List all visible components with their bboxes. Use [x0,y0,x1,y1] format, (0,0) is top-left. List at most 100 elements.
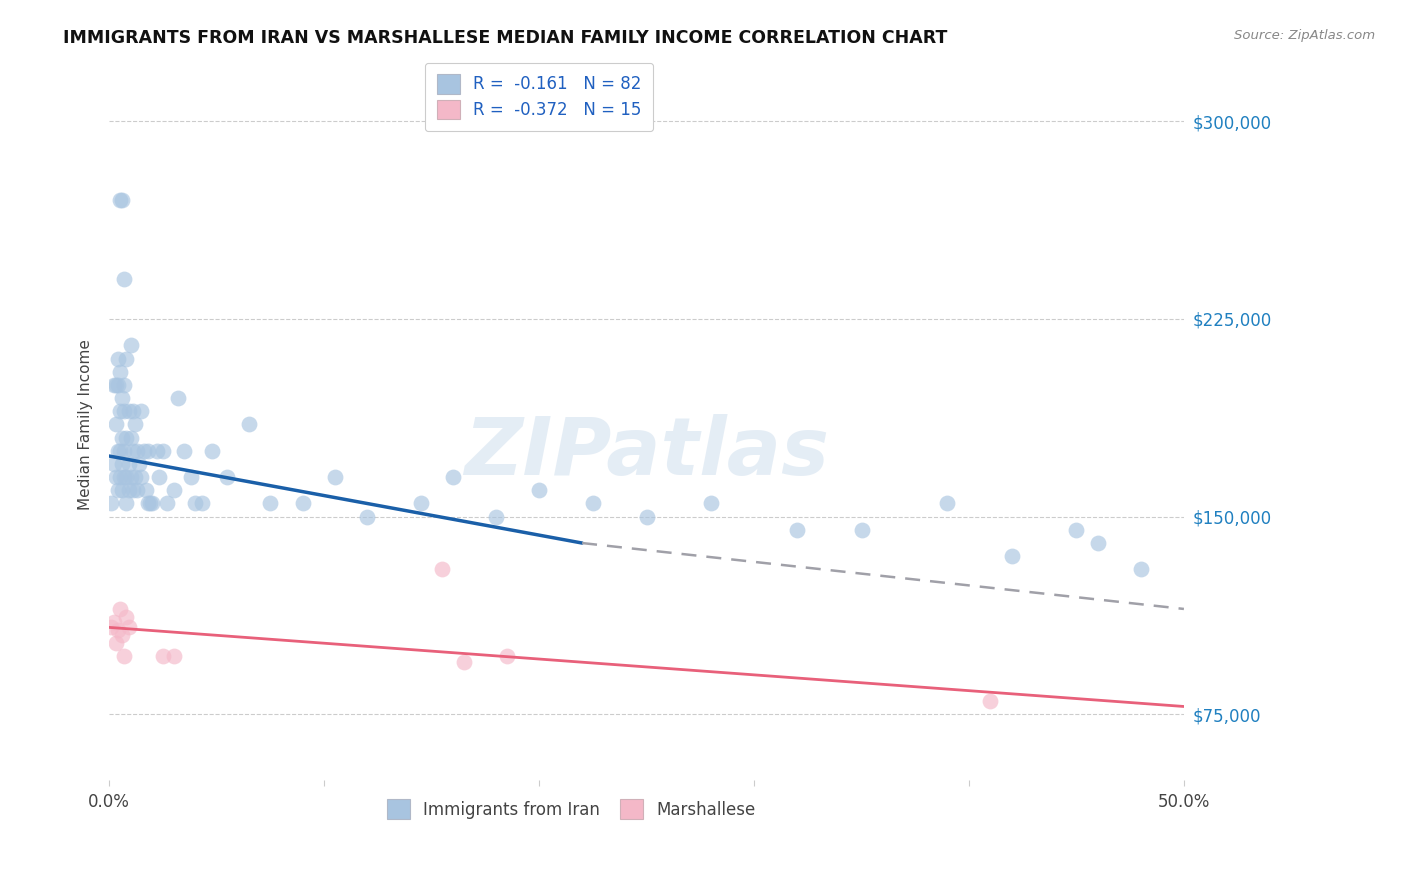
Point [104,636,127,650]
Point [117,404,139,418]
Point [432,562,454,576]
Point [700,496,723,510]
Point [111,431,134,445]
Point [936,496,959,510]
Point [527,483,550,498]
Point [851,523,873,537]
Point [201,443,224,458]
Point [108,470,131,484]
Point [111,194,134,208]
Point [112,649,135,664]
Point [217,470,239,484]
Point [112,470,135,484]
Point [453,655,475,669]
Point [108,443,131,458]
Point [104,470,127,484]
Point [115,610,138,624]
Point [441,470,464,484]
Point [167,391,190,405]
Point [786,523,808,537]
Point [148,470,170,484]
Point [112,272,135,286]
Point [122,443,145,458]
Point [117,483,139,498]
Point [107,443,129,458]
Point [132,443,155,458]
Point [163,483,186,498]
Point [409,496,432,510]
Point [636,509,658,524]
Point [135,483,157,498]
Point [103,615,125,629]
Point [127,443,149,458]
Point [117,620,139,634]
Point [152,443,174,458]
Point [111,483,134,498]
Y-axis label: Median Family Income: Median Family Income [79,339,93,510]
Text: ZIPatlas: ZIPatlas [464,414,830,491]
Point [356,509,378,524]
Point [122,404,145,418]
Text: IMMIGRANTS FROM IRAN VS MARSHALLESE MEDIAN FAMILY INCOME CORRELATION CHART: IMMIGRANTS FROM IRAN VS MARSHALLESE MEDI… [63,29,948,46]
Point [108,404,131,418]
Point [108,602,131,616]
Point [127,483,149,498]
Point [1001,549,1024,564]
Point [112,443,135,458]
Point [496,649,519,664]
Point [131,404,153,418]
Point [111,457,134,471]
Point [131,470,153,484]
Point [115,496,138,510]
Point [979,694,1001,708]
Point [115,351,138,366]
Point [136,443,159,458]
Legend: Immigrants from Iran, Marshallese: Immigrants from Iran, Marshallese [380,793,762,825]
Point [136,496,159,510]
Point [139,496,162,510]
Point [582,496,605,510]
Point [112,377,135,392]
Point [107,351,129,366]
Point [291,496,314,510]
Point [141,496,163,510]
Point [117,457,139,471]
Point [103,457,125,471]
Point [108,365,131,379]
Point [120,338,142,352]
Point [485,509,508,524]
Point [104,417,127,432]
Point [173,443,195,458]
Point [107,623,129,637]
Point [115,431,138,445]
Point [145,443,167,458]
Point [111,628,134,642]
Point [128,457,150,471]
Point [124,470,146,484]
Text: Source: ZipAtlas.com: Source: ZipAtlas.com [1234,29,1375,42]
Point [163,649,186,664]
Point [100,620,122,634]
Point [1066,523,1088,537]
Point [180,470,202,484]
Point [190,496,212,510]
Point [238,417,260,432]
Point [120,470,142,484]
Point [103,377,125,392]
Point [112,404,135,418]
Point [115,470,138,484]
Point [120,431,142,445]
Point [1129,562,1152,576]
Point [156,496,179,510]
Point [107,377,129,392]
Point [111,391,134,405]
Point [124,417,146,432]
Point [184,496,207,510]
Point [100,496,122,510]
Point [122,483,145,498]
Point [323,470,346,484]
Point [104,377,127,392]
Point [152,649,174,664]
Point [107,483,129,498]
Point [259,496,281,510]
